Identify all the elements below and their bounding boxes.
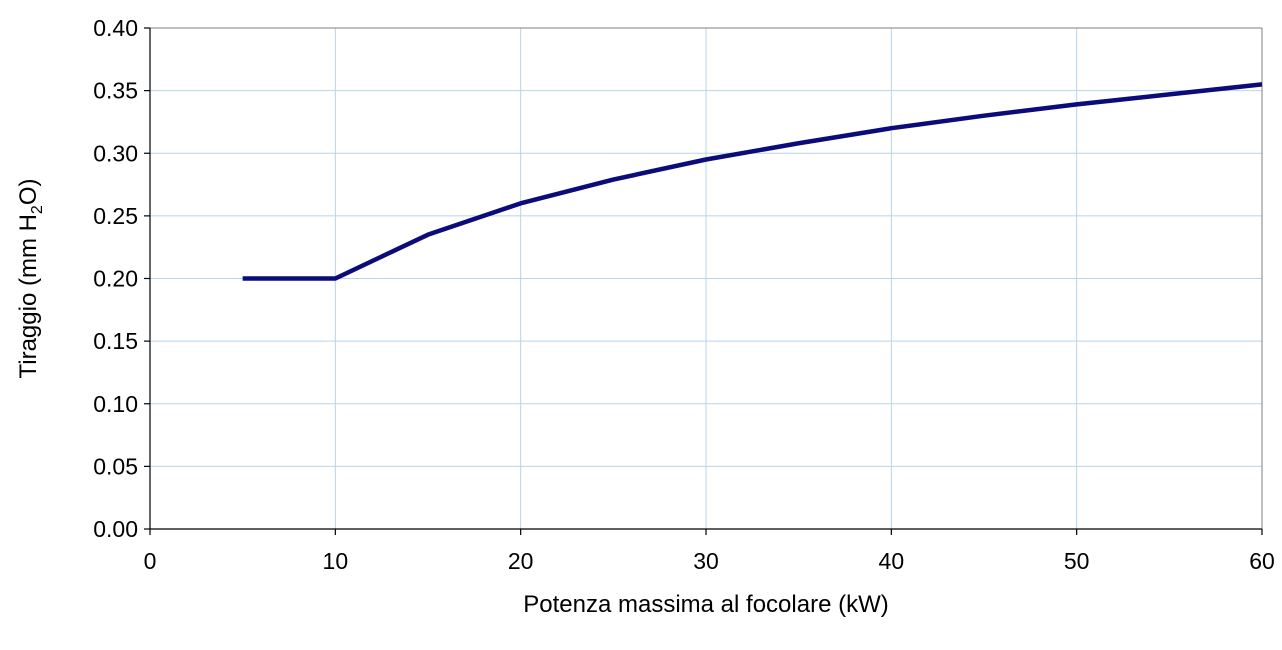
y-tick-label-0: 0.00 <box>93 516 138 542</box>
x-tick-label-1: 10 <box>323 548 349 574</box>
x-axis-title: Potenza massima al focolare (kW) <box>523 591 888 618</box>
x-tick-label-5: 50 <box>1064 548 1090 574</box>
y-tick-label-1: 0.05 <box>93 453 138 479</box>
series-layer <box>243 84 1262 278</box>
y-tick-label-3: 0.15 <box>93 328 138 354</box>
x-tick-label-4: 40 <box>879 548 905 574</box>
y-axis-title-suffix: O) <box>15 178 42 205</box>
x-tick-label-6: 60 <box>1249 548 1275 574</box>
y-tick-label-6: 0.30 <box>93 140 138 166</box>
y-axis-title-subscript: 2 <box>29 205 46 214</box>
y-tick-label-8: 0.40 <box>93 15 138 41</box>
x-tick-label-0: 0 <box>144 548 157 574</box>
y-axis-title: Tiraggio (mm H2O) <box>15 178 46 378</box>
x-tick-label-3: 30 <box>693 548 719 574</box>
tick-labels: 0.00 0.05 0.10 0.15 0.20 0.25 0.30 0.35 0.40 0 10 2… <box>93 15 1275 574</box>
series-line-0 <box>243 84 1262 278</box>
y-axis-title-prefix: Tiraggio (mm H <box>15 214 42 378</box>
y-tick-label-5: 0.25 <box>93 203 138 229</box>
x-tick-label-2: 20 <box>508 548 534 574</box>
y-tick-label-2: 0.10 <box>93 391 138 417</box>
y-tick-label-7: 0.35 <box>93 78 138 104</box>
y-tick-label-4: 0.20 <box>93 266 138 292</box>
